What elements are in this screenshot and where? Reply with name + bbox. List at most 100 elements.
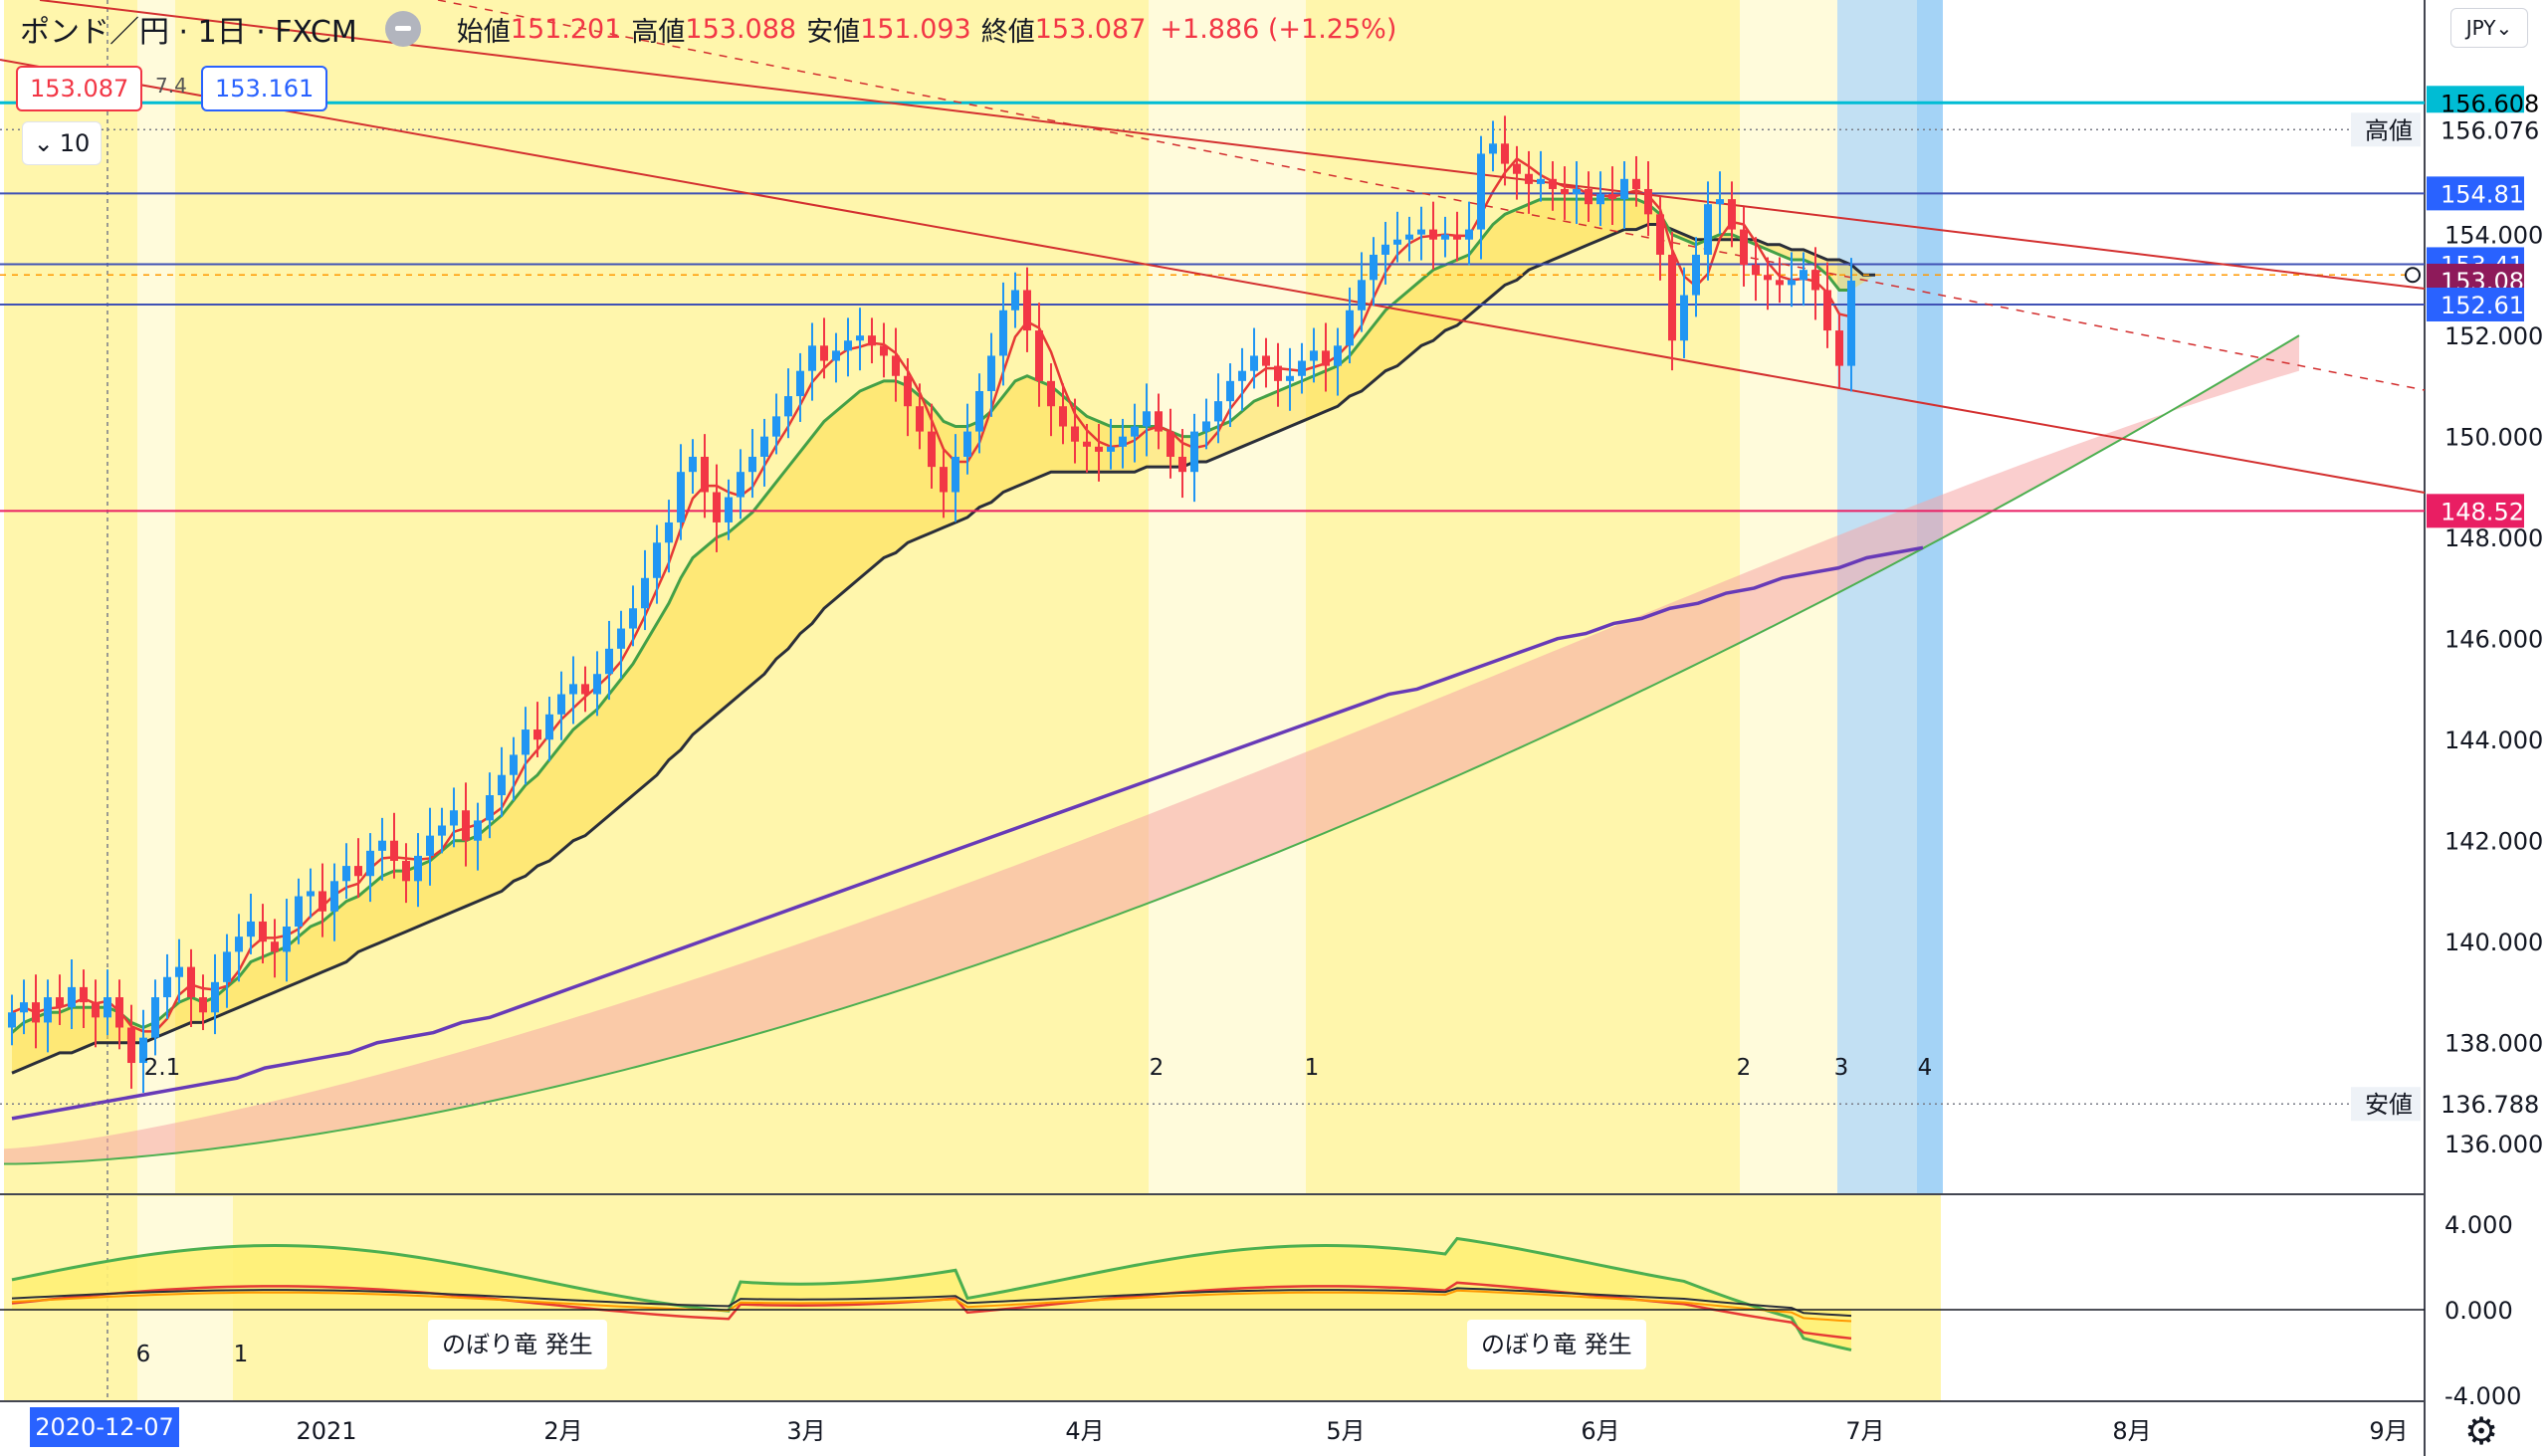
candle <box>44 979 52 1053</box>
indicator-collapse-button[interactable]: ⌄ 10 <box>22 121 102 165</box>
candle-body <box>665 521 673 543</box>
candle <box>330 863 338 941</box>
candle-body <box>760 436 768 457</box>
close-label: 終値 <box>980 16 1035 48</box>
price-label: 152.614 <box>2427 287 2539 321</box>
candle <box>1453 211 1461 262</box>
candle-body <box>1788 280 1796 286</box>
candle <box>1537 150 1545 202</box>
annotation-note[interactable]: のぼり竜 発生 <box>1467 1320 1646 1369</box>
change-value: +1.886 (+1.25%) <box>1160 13 1397 45</box>
candle-body <box>1465 229 1473 240</box>
gear-icon[interactable]: ⚙ <box>2464 1409 2499 1453</box>
oscillator-tick-label: 0.000 <box>2444 1297 2513 1325</box>
oscillator-tick-label: 4.000 <box>2444 1211 2513 1239</box>
candle-body <box>80 986 88 1003</box>
candle <box>1788 252 1796 308</box>
candle <box>1668 232 1676 371</box>
candle <box>414 833 422 908</box>
eye-icon[interactable] <box>384 11 421 47</box>
candle <box>1680 267 1688 358</box>
candle <box>617 610 625 679</box>
candle-body <box>426 835 434 856</box>
candle <box>677 444 685 540</box>
candle-body <box>1585 188 1592 205</box>
candle-body <box>772 416 780 437</box>
candle <box>115 979 123 1050</box>
candle <box>725 479 733 540</box>
candle-body <box>856 335 864 341</box>
ichimoku-cloud <box>3 334 2300 1165</box>
candle-body <box>522 729 530 755</box>
candle-body <box>1429 229 1437 240</box>
candle <box>271 919 279 978</box>
candle-body <box>1262 355 1270 366</box>
candle <box>139 1009 147 1093</box>
candle <box>20 979 28 1035</box>
candle <box>820 317 828 379</box>
price-label-tag: 高値 <box>2365 116 2413 144</box>
candle-body <box>414 855 422 882</box>
candle-body <box>1346 310 1354 346</box>
candle <box>1728 181 1736 248</box>
candle <box>569 656 577 725</box>
trend-line-upper <box>39 0 2426 290</box>
event-marker: 1 <box>1305 1055 1320 1081</box>
candle <box>1393 211 1401 263</box>
sell-button[interactable]: 153.087 <box>16 66 143 111</box>
candle <box>366 833 374 903</box>
candle-body <box>701 456 709 493</box>
candle <box>223 934 231 1008</box>
open-value: 151.201 <box>510 13 622 45</box>
candle-body <box>1190 431 1198 473</box>
candle <box>1489 120 1497 172</box>
candle-body <box>1322 350 1330 366</box>
candle <box>295 878 303 944</box>
candle <box>1238 347 1246 411</box>
candle-body <box>1537 178 1545 184</box>
candle-body <box>1011 290 1019 311</box>
price-label: 136.788 安値 <box>2351 1087 2539 1122</box>
annotation-note[interactable]: のぼり竜 発生 <box>428 1320 607 1369</box>
candle <box>104 969 111 1036</box>
chart-legend: ポンド／円 · 1日 · FXCM 始値 151.201 高値 153.088 安値… <box>0 0 1396 58</box>
candle-body <box>1238 370 1246 381</box>
price-label: 148.529 <box>2427 494 2539 528</box>
candle <box>1752 237 1760 302</box>
symbol-title[interactable]: ポンド／円 · 1日 · FXCM <box>20 15 357 50</box>
candle-body <box>581 684 589 695</box>
candle <box>1800 252 1807 307</box>
candle-body <box>605 648 613 675</box>
candle <box>259 904 267 964</box>
candle <box>318 863 326 937</box>
candle-body <box>1131 426 1139 437</box>
candle <box>1334 327 1342 396</box>
candle <box>557 671 565 740</box>
candle <box>1716 171 1724 235</box>
candle <box>1167 408 1174 479</box>
candle-body <box>1656 214 1664 255</box>
price-label: 154.813 <box>2427 176 2539 211</box>
candle <box>868 317 876 364</box>
candle <box>1083 423 1091 473</box>
candle <box>438 807 446 854</box>
candle <box>522 707 530 785</box>
currency-button[interactable]: JPY ⌄ <box>2450 8 2528 48</box>
trend-line-lower <box>0 59 2426 494</box>
cloud-lower-line <box>3 334 2300 1165</box>
candle <box>56 974 64 1025</box>
candle-body <box>223 951 231 982</box>
spread-value: 7.4 <box>155 74 187 98</box>
candle-body <box>641 577 649 609</box>
candle <box>1286 347 1294 411</box>
event-marker: 3 <box>1834 1055 1849 1081</box>
event-marker: 4 <box>1918 1055 1933 1081</box>
buy-button[interactable]: 153.161 <box>201 66 328 111</box>
candle-body <box>963 431 971 457</box>
candle <box>8 994 16 1046</box>
candle-body <box>1083 441 1091 447</box>
candle-body <box>438 825 446 836</box>
candle-body <box>462 810 470 841</box>
price-label-text: 154.813 <box>2441 180 2539 208</box>
